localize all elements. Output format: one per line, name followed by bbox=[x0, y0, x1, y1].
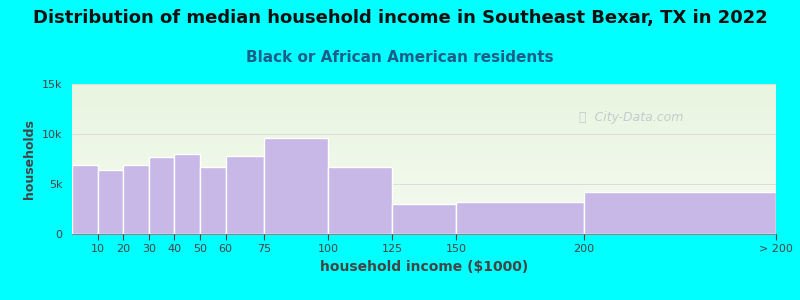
Bar bbox=[392, 204, 456, 234]
Bar bbox=[200, 167, 226, 234]
X-axis label: household income ($1000): household income ($1000) bbox=[320, 260, 528, 274]
Bar bbox=[328, 167, 392, 234]
Text: Distribution of median household income in Southeast Bexar, TX in 2022: Distribution of median household income … bbox=[33, 9, 767, 27]
Bar bbox=[98, 170, 123, 234]
Bar bbox=[72, 165, 98, 234]
Text: Black or African American residents: Black or African American residents bbox=[246, 50, 554, 64]
Y-axis label: households: households bbox=[23, 119, 36, 199]
Bar bbox=[456, 202, 584, 234]
Bar bbox=[226, 156, 264, 234]
Bar bbox=[584, 192, 776, 234]
Bar bbox=[264, 138, 328, 234]
Bar bbox=[123, 165, 149, 234]
Bar bbox=[174, 154, 200, 234]
Bar bbox=[149, 157, 174, 234]
Text: Ⓢ  City-Data.com: Ⓢ City-Data.com bbox=[579, 110, 683, 124]
